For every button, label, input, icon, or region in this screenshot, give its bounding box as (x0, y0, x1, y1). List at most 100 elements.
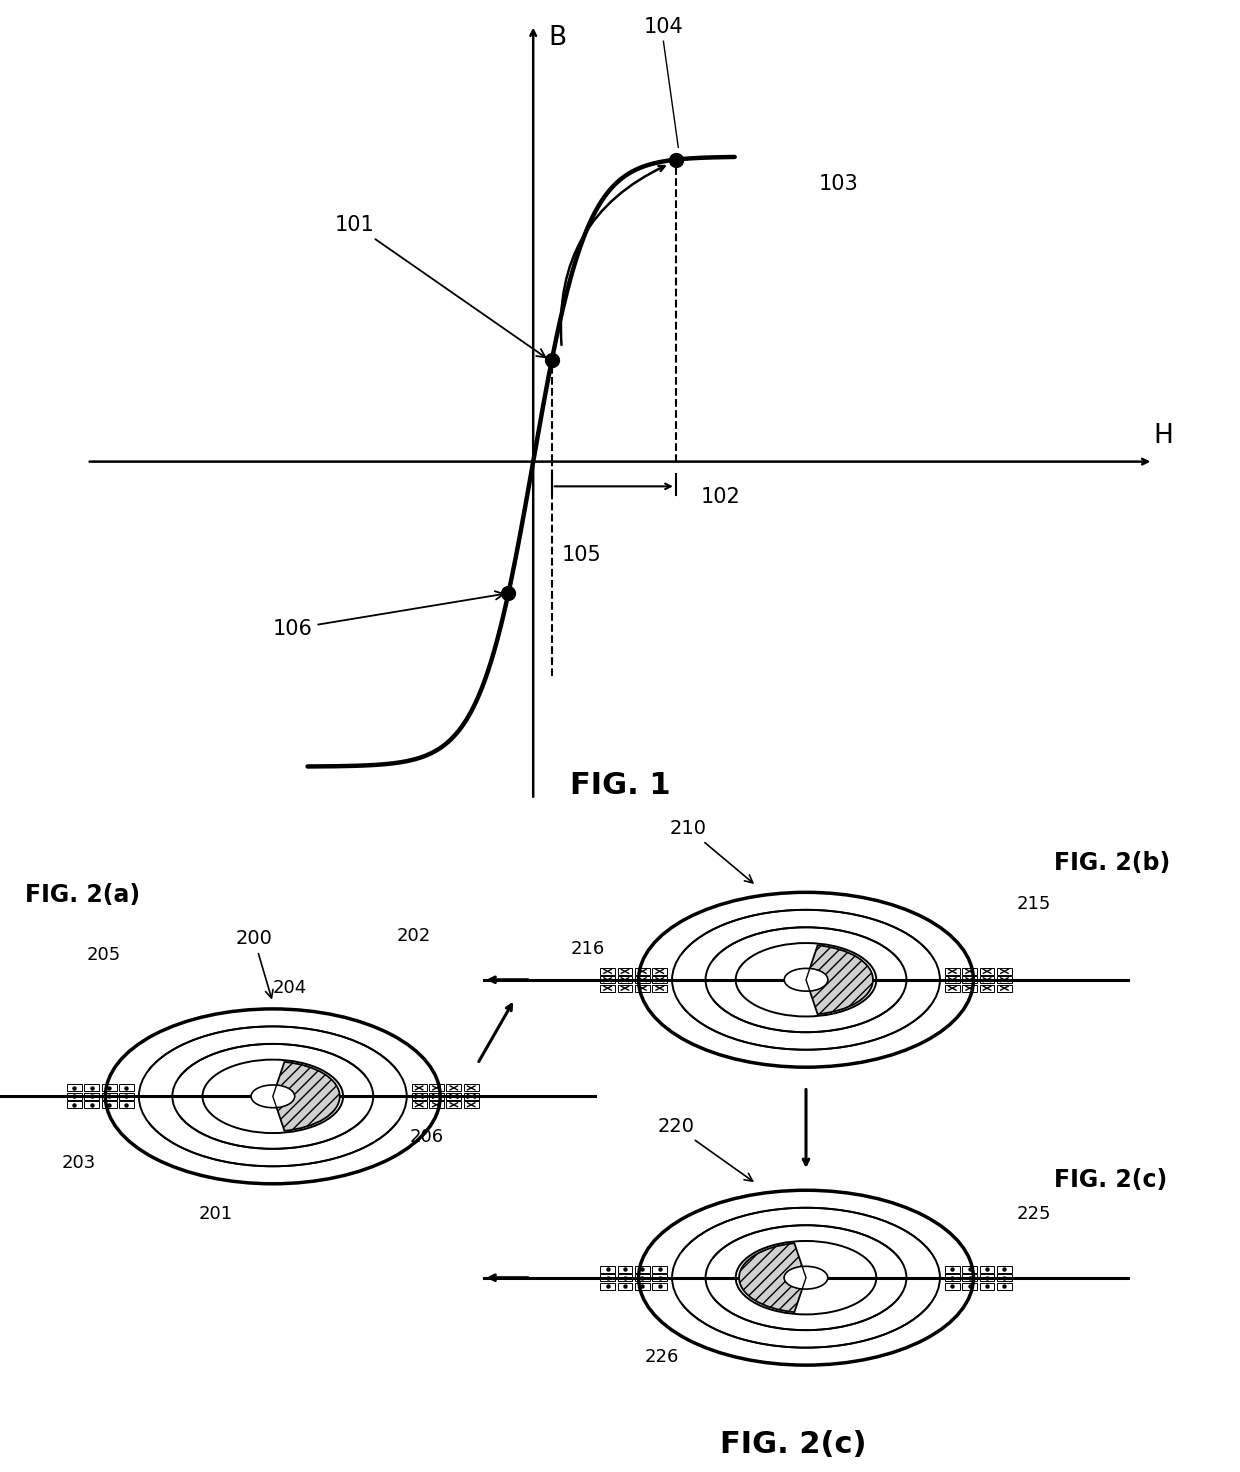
Bar (980, 1282, 994, 1289)
Bar (429, 1092, 444, 1100)
Bar (67, 1092, 82, 1100)
Bar (652, 1275, 667, 1281)
Text: 205: 205 (87, 946, 122, 964)
Bar (600, 985, 615, 992)
Bar (84, 1085, 99, 1092)
Text: 225: 225 (1017, 1206, 1052, 1223)
Wedge shape (739, 1244, 806, 1312)
Text: 200: 200 (236, 929, 273, 998)
Bar (945, 985, 960, 992)
Bar (980, 976, 994, 983)
Bar (119, 1101, 134, 1108)
Bar (600, 1266, 615, 1273)
Wedge shape (806, 945, 873, 1014)
Bar (652, 967, 667, 974)
Bar (635, 976, 650, 983)
Circle shape (250, 1085, 295, 1108)
Bar (429, 1101, 444, 1108)
Text: 215: 215 (1017, 895, 1052, 913)
Wedge shape (784, 1266, 806, 1289)
Wedge shape (273, 1061, 340, 1130)
Bar (618, 967, 632, 974)
Text: H: H (1153, 424, 1173, 449)
Bar (635, 1282, 650, 1289)
Bar (997, 1266, 1012, 1273)
Text: FIG. 2(c): FIG. 2(c) (720, 1429, 867, 1459)
Bar (600, 1282, 615, 1289)
Bar (962, 967, 977, 974)
Bar (618, 1266, 632, 1273)
Text: FIG. 2(a): FIG. 2(a) (25, 883, 140, 907)
Bar (997, 967, 1012, 974)
Text: 220: 220 (657, 1117, 753, 1181)
Bar (962, 1275, 977, 1281)
Bar (980, 985, 994, 992)
Text: 102: 102 (701, 487, 740, 506)
Bar (997, 1275, 1012, 1281)
Bar (652, 985, 667, 992)
Bar (464, 1092, 479, 1100)
Text: FIG. 2(b): FIG. 2(b) (1054, 851, 1171, 874)
Bar (945, 1275, 960, 1281)
Text: 202: 202 (397, 927, 432, 945)
Bar (635, 985, 650, 992)
Circle shape (784, 1266, 828, 1289)
Wedge shape (806, 969, 828, 991)
Text: FIG. 1: FIG. 1 (569, 770, 671, 799)
Bar (119, 1085, 134, 1092)
Bar (600, 976, 615, 983)
Bar (412, 1085, 427, 1092)
Bar (67, 1101, 82, 1108)
Bar (945, 976, 960, 983)
Bar (600, 1275, 615, 1281)
Text: 104: 104 (644, 18, 683, 37)
Bar (980, 967, 994, 974)
Bar (652, 1266, 667, 1273)
Bar (962, 1266, 977, 1273)
Text: 203: 203 (62, 1154, 97, 1172)
Text: 206: 206 (409, 1128, 444, 1145)
Bar (652, 1282, 667, 1289)
Bar (618, 976, 632, 983)
Bar (997, 976, 1012, 983)
Bar (962, 1282, 977, 1289)
Text: 103: 103 (818, 174, 858, 194)
Bar (464, 1085, 479, 1092)
Bar (945, 967, 960, 974)
Bar (618, 1282, 632, 1289)
Text: 226: 226 (645, 1348, 680, 1366)
Bar (446, 1101, 461, 1108)
Bar (618, 1275, 632, 1281)
Bar (945, 1266, 960, 1273)
Bar (997, 985, 1012, 992)
Text: 210: 210 (670, 818, 753, 883)
Bar (635, 967, 650, 974)
Bar (446, 1092, 461, 1100)
Circle shape (784, 969, 828, 991)
Text: 216: 216 (570, 939, 605, 958)
Wedge shape (273, 1085, 295, 1107)
Text: 204: 204 (273, 979, 308, 997)
Text: FIG. 2(c): FIG. 2(c) (1054, 1167, 1167, 1192)
Bar (84, 1092, 99, 1100)
Bar (618, 985, 632, 992)
Bar (102, 1101, 117, 1108)
Text: 201: 201 (198, 1206, 233, 1223)
Bar (997, 1282, 1012, 1289)
Text: 105: 105 (562, 545, 601, 565)
Bar (980, 1275, 994, 1281)
Bar (635, 1266, 650, 1273)
Bar (962, 985, 977, 992)
Bar (980, 1266, 994, 1273)
Bar (600, 967, 615, 974)
Bar (652, 976, 667, 983)
Bar (119, 1092, 134, 1100)
Bar (446, 1085, 461, 1092)
Bar (635, 1275, 650, 1281)
Bar (102, 1085, 117, 1092)
Bar (962, 976, 977, 983)
Bar (429, 1085, 444, 1092)
Bar (67, 1085, 82, 1092)
Bar (102, 1092, 117, 1100)
Bar (412, 1101, 427, 1108)
